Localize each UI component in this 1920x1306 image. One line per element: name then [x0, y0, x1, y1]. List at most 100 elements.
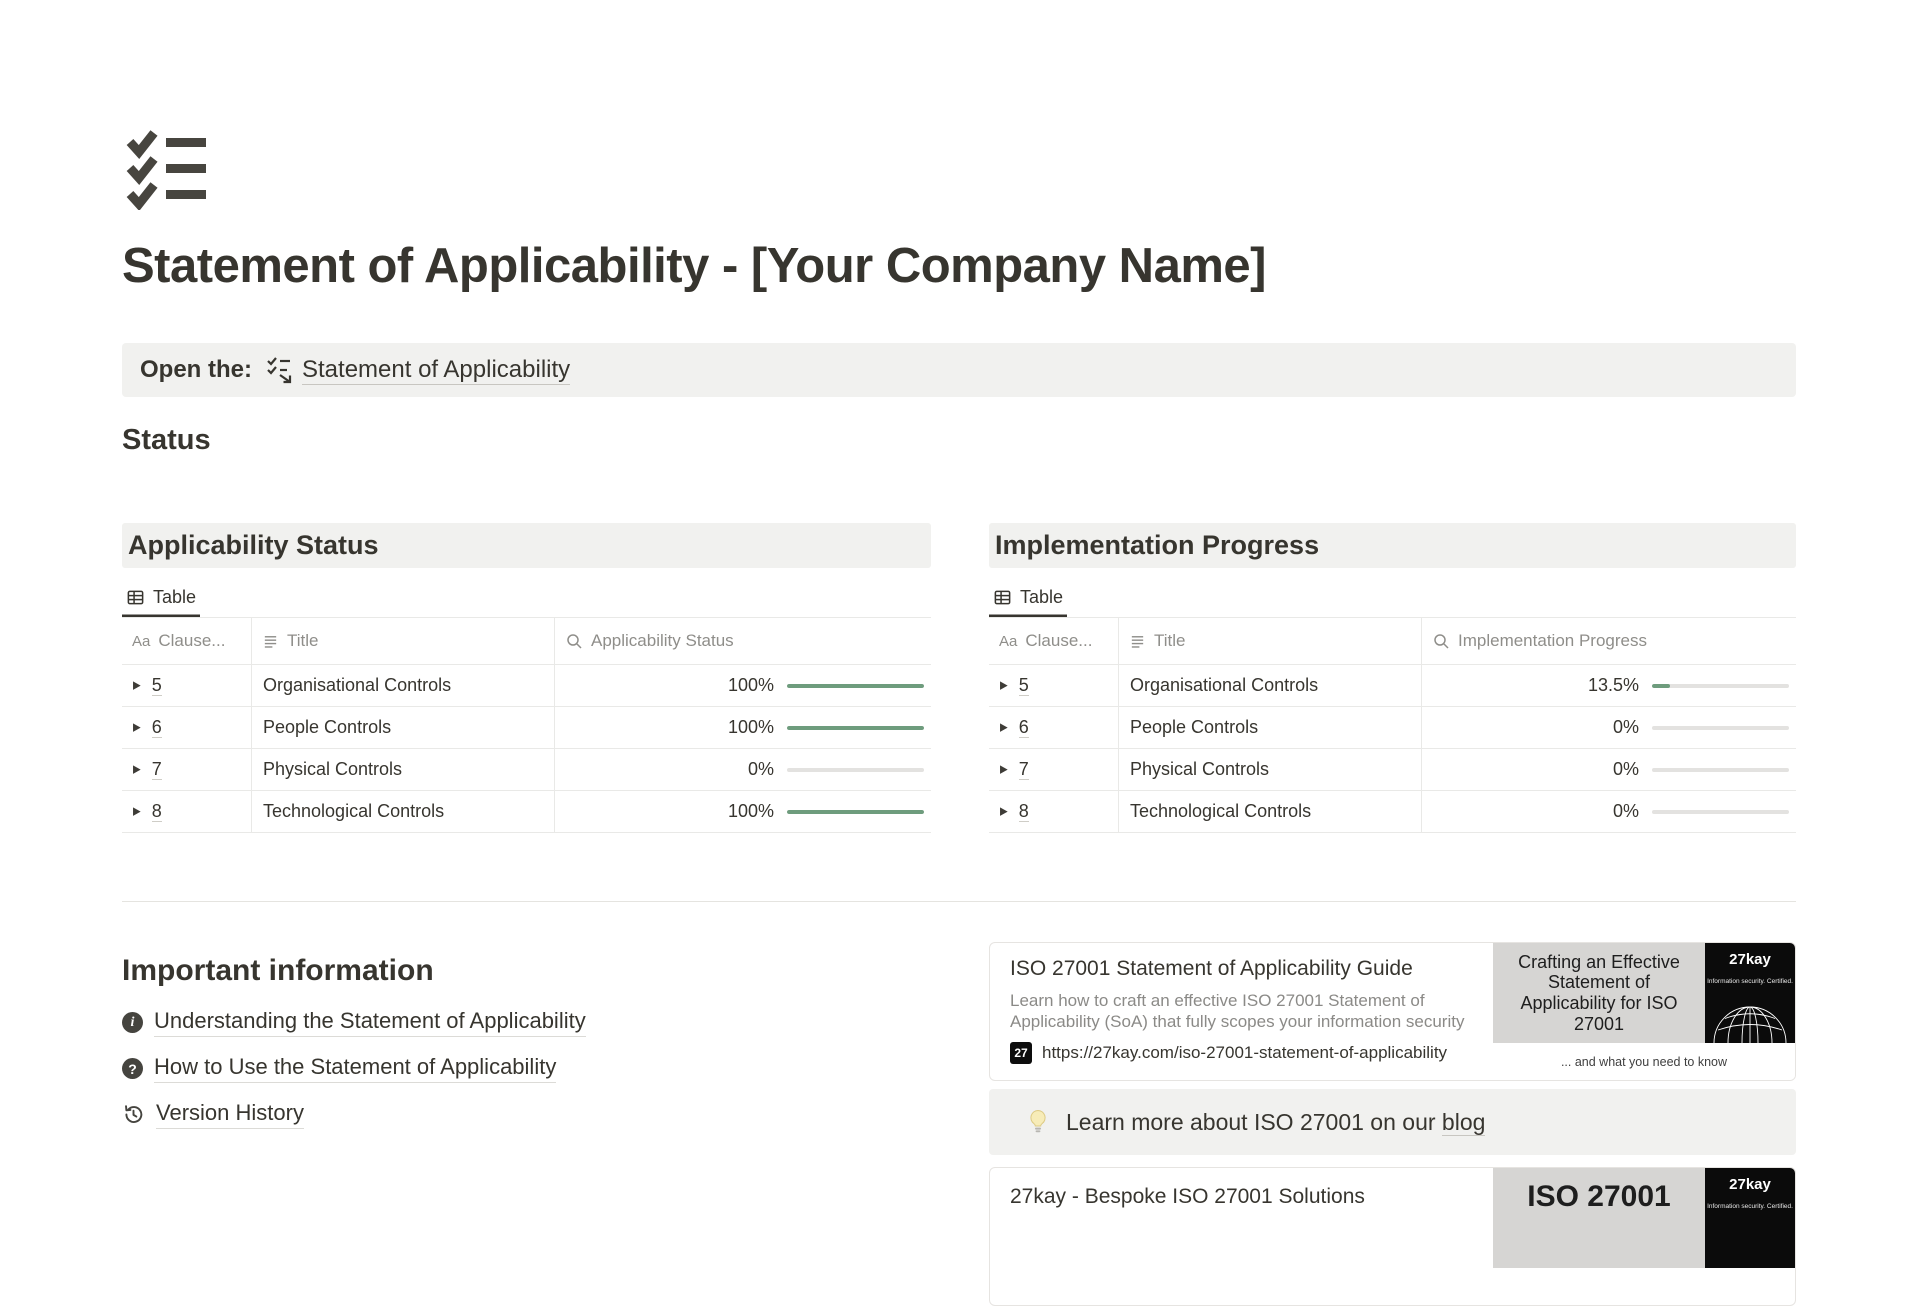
toggle-icon[interactable]: ▶: [1000, 763, 1008, 776]
progress-bar: [787, 683, 924, 688]
important-link-row: ? How to Use the Statement of Applicabili…: [122, 1054, 902, 1083]
progress-cell[interactable]: 13.5%: [1422, 665, 1796, 706]
progress-cell[interactable]: 100%: [555, 791, 931, 832]
clause-link[interactable]: 7: [151, 758, 162, 781]
progress-value: 100%: [727, 801, 774, 821]
toggle-icon[interactable]: ▶: [133, 679, 141, 692]
link-preview-card[interactable]: ISO 27001 Statement of Applicability Gui…: [989, 942, 1796, 1081]
progress-value: 100%: [727, 675, 774, 695]
progress-cell[interactable]: 0%: [1422, 791, 1796, 832]
tab-table[interactable]: Table: [122, 577, 200, 617]
column-header-label: Applicability Status: [591, 631, 734, 650]
link-preview-title: ISO 27001 Statement of Applicability Gui…: [1010, 957, 1413, 980]
toggle-icon[interactable]: ▶: [1000, 679, 1008, 692]
toggle-icon[interactable]: ▶: [133, 805, 141, 818]
tab-table[interactable]: Table: [989, 577, 1067, 617]
column-header[interactable]: Title: [1119, 618, 1422, 664]
clause-link[interactable]: 8: [1018, 800, 1029, 823]
right-column: ISO 27001 Statement of Applicability Gui…: [989, 942, 1796, 1306]
brand-subtext: Information security. Certified.: [1707, 978, 1793, 985]
progress-cell[interactable]: 100%: [555, 707, 931, 748]
clause-cell[interactable]: ▶ 6: [989, 707, 1119, 748]
toggle-icon[interactable]: ▶: [133, 763, 141, 776]
progress-cell[interactable]: 0%: [1422, 707, 1796, 748]
title-cell[interactable]: Technological Controls: [1119, 791, 1422, 832]
important-link[interactable]: Understanding the Statement of Applicabi…: [154, 1008, 586, 1037]
table-row[interactable]: ▶ 8 Technological Controls 0%: [989, 791, 1796, 833]
table-row[interactable]: ▶ 8 Technological Controls 100%: [122, 791, 931, 833]
info-icon: i: [122, 1012, 143, 1033]
table-row[interactable]: ▶ 6 People Controls 0%: [989, 707, 1796, 749]
toggle-icon[interactable]: ▶: [1000, 721, 1008, 734]
important-link[interactable]: How to Use the Statement of Applicabilit…: [154, 1054, 557, 1083]
column-header[interactable]: Aa Clause...: [989, 618, 1119, 664]
clause-cell[interactable]: ▶ 8: [122, 791, 252, 832]
clause-cell[interactable]: ▶ 5: [122, 665, 252, 706]
page-title: Statement of Applicability - [Your Compa…: [122, 239, 1266, 293]
blog-callout: Learn more about ISO 27001 on our blog: [989, 1089, 1796, 1155]
clause-cell[interactable]: ▶ 7: [122, 749, 252, 790]
clause-link[interactable]: 5: [151, 674, 162, 697]
table-row[interactable]: ▶ 5 Organisational Controls 100%: [122, 665, 931, 707]
column-header[interactable]: Implementation Progress: [1422, 618, 1796, 664]
brand-subtext: Information security. Certified.: [1707, 1203, 1793, 1210]
tab-label: Table: [153, 586, 197, 607]
title-cell[interactable]: Organisational Controls: [252, 665, 555, 706]
table-icon: [127, 590, 144, 604]
bottom-thumbnail-brand-panel: 27kay Information security. Certified.: [1705, 1168, 1795, 1268]
title-cell[interactable]: Physical Controls: [1119, 749, 1422, 790]
column-header[interactable]: Aa Clause...: [122, 618, 252, 664]
bottom-card-thumbnail: ISO 27001 27kay Information security. Ce…: [1493, 1168, 1795, 1305]
table-icon: [994, 590, 1011, 604]
column-header[interactable]: Title: [252, 618, 555, 664]
link-preview-description: Learn how to craft an effective ISO 2700…: [1010, 991, 1465, 1032]
page-icon checklist-icon[interactable]: [124, 130, 224, 211]
clause-link[interactable]: 6: [151, 716, 162, 739]
clause-link[interactable]: 8: [151, 800, 162, 823]
progress-value: 0%: [1612, 801, 1639, 821]
brand-logo-text: 27kay: [1729, 951, 1771, 968]
clause-link[interactable]: 7: [1018, 758, 1029, 781]
link-preview-thumbnail: Crafting an Effective Statement of Appli…: [1493, 943, 1795, 1080]
blog-link[interactable]: blog: [1441, 1108, 1486, 1136]
clause-link[interactable]: 5: [1018, 674, 1029, 697]
progress-value: 0%: [747, 759, 774, 779]
important-link[interactable]: Version History: [156, 1100, 304, 1129]
table-row[interactable]: ▶ 7 Physical Controls 0%: [122, 749, 931, 791]
clause-cell[interactable]: ▶ 7: [989, 749, 1119, 790]
column-header[interactable]: Applicability Status: [555, 618, 931, 664]
important-information-section: Important information i Understanding the…: [122, 954, 902, 1146]
statement-of-applicability-link[interactable]: Statement of Applicability: [302, 355, 571, 385]
clause-link[interactable]: 6: [1018, 716, 1029, 739]
toggle-icon[interactable]: ▶: [1000, 805, 1008, 818]
clause-cell[interactable]: ▶ 5: [989, 665, 1119, 706]
table-row[interactable]: ▶ 6 People Controls 100%: [122, 707, 931, 749]
section-title: Applicability Status: [128, 530, 379, 560]
implementation-progress-table: Implementation Progress Table Aa Clause... T…: [989, 523, 1796, 833]
table-row[interactable]: ▶ 5 Organisational Controls 13.5%: [989, 665, 1796, 707]
toggle-icon[interactable]: ▶: [133, 721, 141, 734]
progress-bar: [787, 809, 924, 814]
title-cell[interactable]: People Controls: [252, 707, 555, 748]
bottom-link-preview-card[interactable]: 27kay - Bespoke ISO 27001 Solutions ISO …: [989, 1167, 1796, 1306]
open-callout: Open the: Statement of Applicability: [122, 343, 1796, 397]
thumbnail-brand-panel: 27kay Information security. Certified.: [1705, 943, 1795, 1043]
column-header-label: Implementation Progress: [1458, 631, 1647, 650]
globe-icon: [1713, 1006, 1787, 1043]
clause-cell[interactable]: ▶ 6: [122, 707, 252, 748]
title-cell[interactable]: Physical Controls: [252, 749, 555, 790]
title-cell[interactable]: Technological Controls: [252, 791, 555, 832]
title-cell[interactable]: Organisational Controls: [1119, 665, 1422, 706]
progress-cell[interactable]: 100%: [555, 665, 931, 706]
clause-cell[interactable]: ▶ 8: [989, 791, 1119, 832]
title-cell[interactable]: People Controls: [1119, 707, 1422, 748]
progress-cell[interactable]: 0%: [555, 749, 931, 790]
progress-bar: [1652, 725, 1789, 730]
tab-label: Table: [1020, 586, 1064, 607]
progress-value: 13.5%: [1587, 675, 1639, 695]
table-row[interactable]: ▶ 7 Physical Controls 0%: [989, 749, 1796, 791]
progress-cell[interactable]: 0%: [1422, 749, 1796, 790]
progress-value: 0%: [1612, 717, 1639, 737]
table-header-row: Aa Clause... Title Applicability Status: [122, 618, 931, 665]
column-header-label: Title: [1154, 631, 1186, 650]
